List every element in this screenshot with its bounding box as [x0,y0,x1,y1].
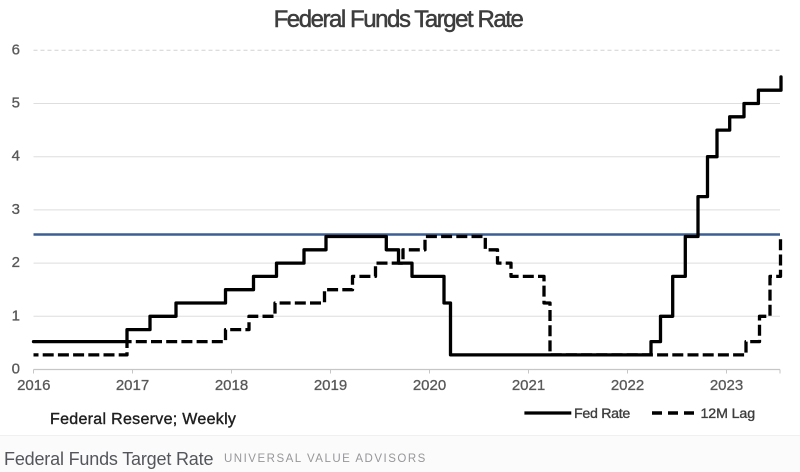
svg-text:2023: 2023 [710,377,743,394]
svg-text:6: 6 [12,41,20,58]
svg-text:Federal Reserve; Weekly: Federal Reserve; Weekly [50,411,236,428]
svg-text:2019: 2019 [314,377,347,394]
svg-text:2022: 2022 [611,377,644,394]
svg-text:3: 3 [12,201,20,218]
svg-text:2: 2 [12,254,20,271]
svg-text:0: 0 [12,361,20,378]
svg-text:2016: 2016 [17,377,50,394]
svg-text:Fed Rate: Fed Rate [574,406,630,422]
svg-text:2017: 2017 [116,377,149,394]
svg-text:5: 5 [12,95,20,112]
svg-text:4: 4 [12,148,20,165]
svg-text:2018: 2018 [215,377,248,394]
svg-text:Federal Funds Target Rate: Federal Funds Target Rate [274,6,524,33]
svg-text:1: 1 [12,307,20,324]
svg-text:2020: 2020 [413,377,446,394]
svg-text:12M Lag: 12M Lag [701,406,756,422]
svg-text:2021: 2021 [512,377,545,394]
